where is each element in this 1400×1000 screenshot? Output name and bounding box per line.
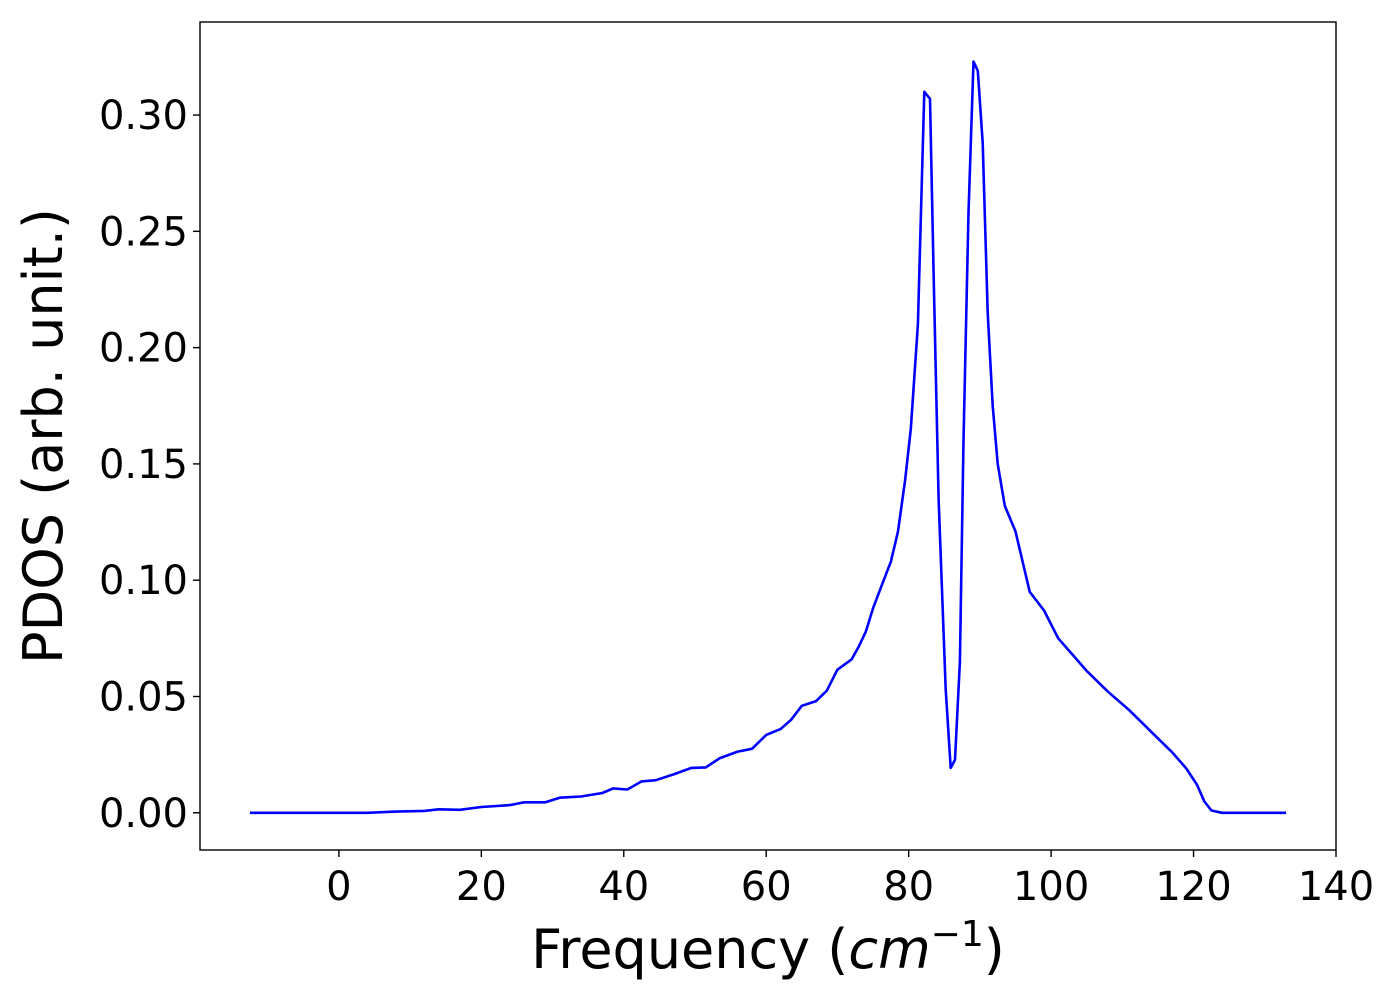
y-axis-ticks: 0.00 0.05 0.10 0.15 0.20 0.25 0.30 (99, 93, 200, 837)
x-axis-label-suffix: ) (984, 918, 1005, 981)
plot-background (200, 22, 1336, 850)
x-tick-label: 80 (883, 864, 934, 910)
x-axis-label: Frequency (cm−1) (531, 914, 1005, 981)
y-tick-label: 0.10 (99, 558, 188, 604)
x-axis-label-prefix: Frequency ( (531, 918, 848, 981)
y-tick-label: 0.00 (99, 791, 188, 837)
x-axis-label-unit: cm (848, 918, 930, 981)
y-axis-label: PDOS (arb. unit.) (12, 208, 75, 664)
x-tick-label: 100 (1013, 864, 1089, 910)
x-tick-label: 120 (1155, 864, 1231, 910)
y-tick-label: 0.25 (99, 209, 188, 255)
y-tick-label: 0.30 (99, 93, 188, 139)
x-tick-label: 40 (598, 864, 649, 910)
x-tick-label: 0 (326, 864, 351, 910)
x-tick-label: 140 (1298, 864, 1374, 910)
y-tick-label: 0.15 (99, 442, 188, 488)
x-tick-label: 20 (456, 864, 507, 910)
y-tick-label: 0.20 (99, 326, 188, 372)
x-axis-label-exponent: −1 (931, 914, 984, 955)
series-line-0 (249, 60, 1287, 815)
data-layer (249, 60, 1287, 815)
x-axis-ticks: 0 20 40 60 80 100 120 140 (326, 850, 1374, 910)
y-tick-label: 0.05 (99, 674, 188, 720)
x-tick-label: 60 (741, 864, 792, 910)
plot-frame (199, 21, 1337, 851)
